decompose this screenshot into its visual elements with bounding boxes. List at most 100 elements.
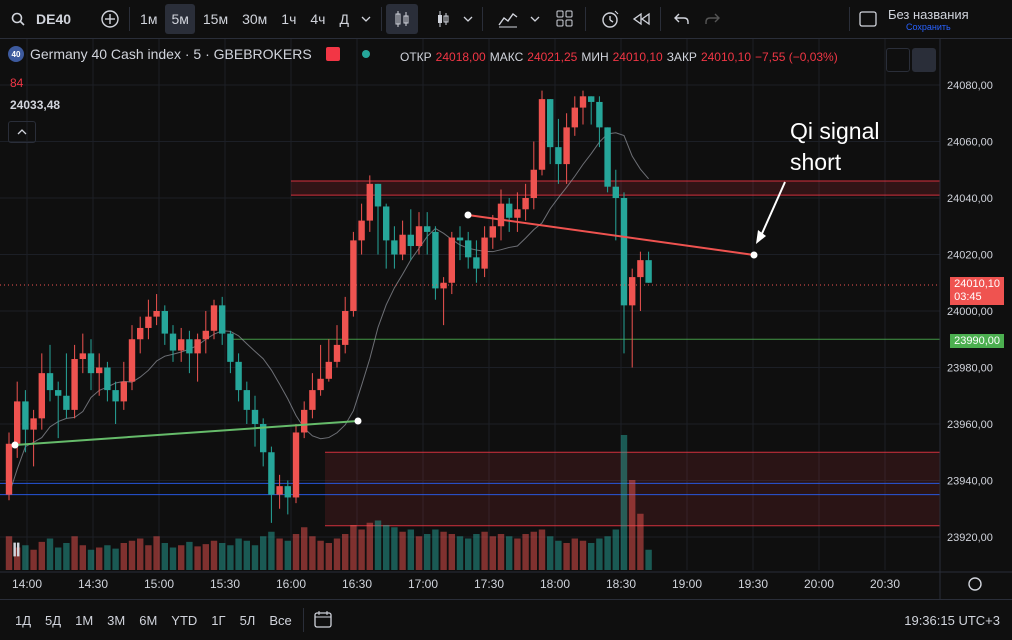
candle-body[interactable] (407, 234, 414, 247)
candle-body[interactable] (153, 311, 160, 317)
candle-body[interactable] (555, 147, 562, 165)
candle-body[interactable] (292, 432, 300, 498)
candle-body[interactable] (604, 127, 611, 187)
candle-body[interactable] (14, 401, 21, 444)
candle-body[interactable] (522, 198, 529, 210)
candle-body[interactable] (38, 373, 45, 419)
candle-body[interactable] (637, 260, 644, 278)
indicators-icon[interactable] (491, 4, 525, 34)
trendline-green[interactable] (14, 420, 359, 446)
candle-body[interactable] (530, 169, 537, 198)
gear-icon[interactable] (968, 577, 982, 591)
chevron-down-icon[interactable] (458, 4, 478, 34)
undo-icon[interactable] (665, 4, 697, 34)
chevron-down-icon[interactable] (355, 4, 377, 34)
candle-body[interactable] (563, 127, 570, 165)
candle-body[interactable] (22, 401, 29, 430)
candle-body[interactable] (448, 237, 455, 283)
candle-body[interactable] (596, 101, 603, 128)
candle-body[interactable] (268, 452, 275, 495)
candle-body[interactable] (497, 203, 505, 227)
layout-square-icon[interactable] (854, 4, 882, 34)
range-4[interactable]: 6М (139, 612, 158, 628)
candle-body[interactable] (415, 226, 423, 247)
chevron-down-icon[interactable] (525, 4, 545, 34)
candle-body[interactable] (350, 240, 357, 311)
candle-body[interactable] (55, 390, 62, 396)
candle-body[interactable] (473, 257, 480, 269)
candle-body[interactable] (112, 390, 119, 402)
timeframe-1[interactable]: 5м (165, 4, 195, 34)
candle-body[interactable] (104, 367, 111, 391)
replay-icon[interactable] (626, 4, 656, 34)
candle-body[interactable] (645, 260, 652, 283)
alert-clock-icon[interactable] (594, 4, 626, 34)
candle-body[interactable] (96, 367, 103, 374)
candle-body[interactable] (432, 231, 439, 289)
legend-title[interactable]: Germany 40 Cash index · 5 · GBEBROKERS (30, 46, 312, 62)
candle-body[interactable] (620, 198, 628, 306)
timeframe-3[interactable]: 30м (242, 11, 268, 27)
candle-body[interactable] (120, 381, 127, 402)
candle-body[interactable] (87, 353, 95, 374)
candle-body[interactable] (588, 96, 595, 102)
candle-body[interactable] (547, 99, 554, 148)
timeframe-6[interactable]: Д (339, 11, 349, 27)
range-2[interactable]: 1М (75, 612, 94, 628)
candles-icon[interactable] (385, 4, 418, 34)
chart-type-icon[interactable] (428, 4, 458, 34)
candle-body[interactable] (342, 311, 349, 345)
candle-body[interactable] (489, 226, 496, 238)
candle-body[interactable] (63, 395, 70, 410)
candle-body[interactable] (71, 359, 78, 410)
candle-body[interactable] (161, 311, 168, 334)
candle-body[interactable] (374, 183, 382, 207)
range-1[interactable]: 5Д (45, 612, 62, 628)
candle-body[interactable] (333, 344, 341, 362)
search-icon[interactable] (6, 4, 30, 34)
candle-body[interactable] (391, 240, 398, 255)
candle-body[interactable] (169, 333, 177, 351)
candle-body[interactable] (571, 107, 578, 128)
candle-body[interactable] (219, 305, 226, 334)
candle-body[interactable] (243, 390, 250, 410)
candle-body[interactable] (514, 209, 521, 218)
candle-body[interactable] (145, 316, 152, 328)
candle-body[interactable] (202, 330, 209, 340)
trendline-handle[interactable] (354, 417, 362, 425)
price-chart[interactable]: 24080,00 24060,00 24040,00 24020,00 24000,00… (0, 39, 1012, 599)
candle-body[interactable] (358, 220, 365, 241)
trendline-handle[interactable] (750, 251, 758, 259)
layout-name[interactable]: Без названия Сохранить (888, 7, 969, 32)
candle-body[interactable] (186, 339, 193, 354)
candle-body[interactable] (612, 186, 619, 198)
candle-body[interactable] (309, 390, 316, 410)
candle-body[interactable] (579, 96, 587, 108)
candle-body[interactable] (629, 277, 636, 306)
candle-body[interactable] (260, 424, 267, 453)
candle-body[interactable] (383, 206, 390, 241)
range-6[interactable]: 1Г (211, 612, 226, 628)
candle-body[interactable] (440, 282, 447, 289)
layout-grid-icon[interactable] (549, 4, 581, 34)
range-8[interactable]: Все (269, 612, 292, 628)
candle-body[interactable] (465, 240, 472, 258)
candle-body[interactable] (251, 409, 259, 424)
candle-body[interactable] (276, 486, 283, 495)
candle-body[interactable] (456, 237, 464, 241)
trendline-red[interactable] (467, 214, 755, 256)
candle-body[interactable] (30, 418, 37, 430)
calendar-icon[interactable] (314, 610, 332, 631)
candle-body[interactable] (399, 234, 406, 255)
trendline-handle[interactable] (464, 211, 472, 219)
candle-body[interactable] (317, 378, 324, 391)
range-7[interactable]: 5Л (239, 612, 256, 628)
symbol-name[interactable]: DE40 (36, 11, 72, 27)
candle-body[interactable] (235, 361, 242, 391)
candle-body[interactable] (481, 237, 488, 269)
candle-body[interactable] (325, 361, 332, 379)
candle-body[interactable] (128, 339, 136, 382)
scroll-down-button[interactable] (886, 48, 910, 72)
candle-body[interactable] (46, 373, 54, 391)
candle-body[interactable] (137, 327, 144, 340)
